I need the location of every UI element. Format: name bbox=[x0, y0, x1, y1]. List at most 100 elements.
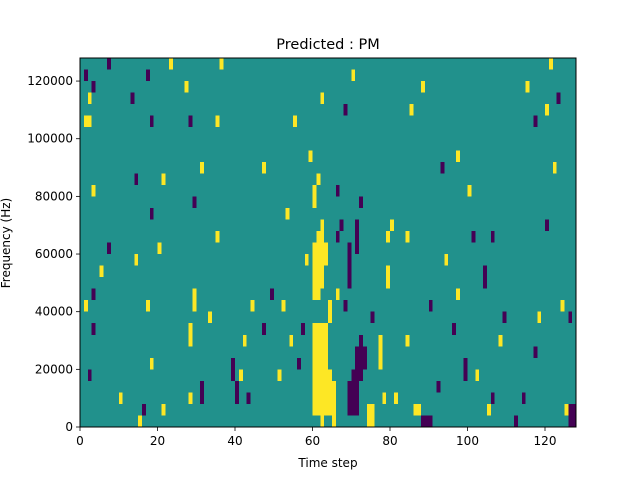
y-axis: 0 20000 40000 60000 80000 100000 120000 bbox=[27, 74, 80, 434]
y-tick-label: 0 bbox=[65, 420, 73, 434]
heatmap-cell bbox=[293, 115, 297, 128]
heatmap-cell bbox=[486, 403, 491, 416]
heatmap-cell bbox=[328, 369, 332, 416]
heatmap-cell bbox=[382, 392, 387, 404]
heatmap-cell bbox=[471, 230, 476, 243]
heatmap-cell bbox=[386, 230, 390, 243]
y-tick-label: 40000 bbox=[35, 305, 73, 319]
heatmap-cell bbox=[413, 403, 418, 416]
heatmap-cell bbox=[87, 369, 92, 381]
heatmap-cell bbox=[370, 403, 375, 427]
heatmap-cell bbox=[87, 115, 92, 128]
heatmap-cell bbox=[297, 357, 301, 370]
heatmap-cell bbox=[83, 69, 88, 82]
heatmap-cell bbox=[490, 230, 495, 243]
heatmap-cell bbox=[161, 173, 166, 185]
heatmap-cell bbox=[149, 207, 154, 220]
heatmap-cell bbox=[455, 288, 460, 301]
heatmap-cell bbox=[409, 104, 414, 116]
heatmap-cell bbox=[83, 115, 88, 128]
x-tick-label: 100 bbox=[456, 434, 479, 448]
heatmap-cell bbox=[320, 92, 325, 105]
heatmap-cell bbox=[545, 219, 549, 231]
heatmap-cell bbox=[277, 369, 282, 381]
heatmap-cell bbox=[393, 392, 398, 404]
heatmap-cell bbox=[130, 92, 135, 105]
heatmap-cell bbox=[145, 69, 150, 82]
heatmap-cell bbox=[548, 58, 553, 70]
heatmap-cell bbox=[316, 323, 321, 416]
heatmap-cell bbox=[331, 380, 336, 427]
heatmap-cell bbox=[556, 92, 561, 105]
heatmap-cell bbox=[498, 334, 503, 347]
y-tick-label: 20000 bbox=[35, 362, 73, 376]
heatmap-cell bbox=[91, 288, 96, 301]
y-tick-label: 120000 bbox=[27, 74, 73, 88]
heatmap-cell bbox=[83, 300, 88, 312]
heatmap-cell bbox=[328, 300, 332, 324]
heatmap-cells bbox=[83, 58, 576, 427]
heatmap-cell bbox=[378, 334, 383, 370]
heatmap-cell bbox=[366, 403, 371, 427]
heatmap-cell bbox=[545, 104, 549, 116]
heatmap-cell bbox=[362, 346, 367, 370]
heatmap-cell bbox=[339, 219, 344, 231]
heatmap-cell bbox=[417, 403, 421, 416]
heatmap-cell bbox=[304, 254, 309, 266]
heatmap-cell bbox=[440, 161, 445, 174]
heatmap-cell bbox=[463, 357, 468, 381]
heatmap-cell bbox=[405, 334, 410, 347]
heatmap-cell bbox=[428, 415, 433, 427]
y-tick-label: 60000 bbox=[35, 247, 73, 261]
heatmap-cell bbox=[184, 81, 189, 93]
heatmap-cell bbox=[455, 150, 460, 162]
heatmap-cell bbox=[242, 334, 247, 347]
heatmap-cell bbox=[521, 392, 526, 404]
heatmap-cell bbox=[219, 58, 224, 70]
heatmap-cell bbox=[552, 161, 557, 174]
heatmap-cell bbox=[107, 242, 111, 255]
heatmap-cell bbox=[351, 369, 356, 416]
heatmap-cell bbox=[359, 196, 363, 208]
heatmap-cell bbox=[467, 184, 472, 197]
heatmap-cell bbox=[188, 392, 193, 404]
heatmap-cell bbox=[424, 415, 429, 427]
heatmap-cell bbox=[568, 311, 573, 324]
heatmap-cell bbox=[324, 323, 328, 416]
heatmap-cell bbox=[99, 265, 104, 278]
heatmap-cell bbox=[335, 230, 340, 243]
heatmap-cell bbox=[537, 311, 542, 324]
heatmap-cell bbox=[421, 81, 425, 93]
heatmap-cell bbox=[320, 323, 325, 427]
heatmap-cell bbox=[134, 173, 139, 185]
heatmap-cell bbox=[335, 184, 340, 197]
heatmap-cell bbox=[335, 288, 340, 301]
heatmap-cell bbox=[359, 334, 363, 381]
heatmap-cell bbox=[87, 92, 92, 105]
heatmap-cell bbox=[300, 323, 305, 335]
x-axis-label: Time step bbox=[297, 456, 357, 470]
heatmap-cell bbox=[483, 265, 487, 289]
heatmap-cell bbox=[347, 380, 352, 416]
heatmap-cell bbox=[452, 323, 456, 335]
heatmap-cell bbox=[285, 207, 290, 220]
heatmap-cell bbox=[533, 115, 538, 128]
heatmap-cell bbox=[355, 346, 359, 416]
heatmap-cell bbox=[145, 300, 150, 312]
heatmap-cell bbox=[231, 357, 235, 381]
y-tick-label: 100000 bbox=[27, 132, 73, 146]
heatmap-cell bbox=[502, 311, 507, 324]
heatmap-cell bbox=[308, 150, 313, 162]
heatmap-cell bbox=[572, 403, 576, 427]
x-tick-label: 80 bbox=[382, 434, 397, 448]
heatmap-cell bbox=[370, 311, 375, 324]
heatmap-cell bbox=[118, 392, 123, 404]
y-axis-label: Frequency (Hz) bbox=[0, 198, 13, 289]
heatmap-cell bbox=[281, 300, 286, 312]
heatmap-cell bbox=[192, 288, 197, 312]
heatmap-cell bbox=[351, 69, 356, 82]
x-tick-label: 60 bbox=[305, 434, 320, 448]
heatmap-cell bbox=[91, 184, 96, 197]
heatmap-cell bbox=[320, 219, 325, 289]
